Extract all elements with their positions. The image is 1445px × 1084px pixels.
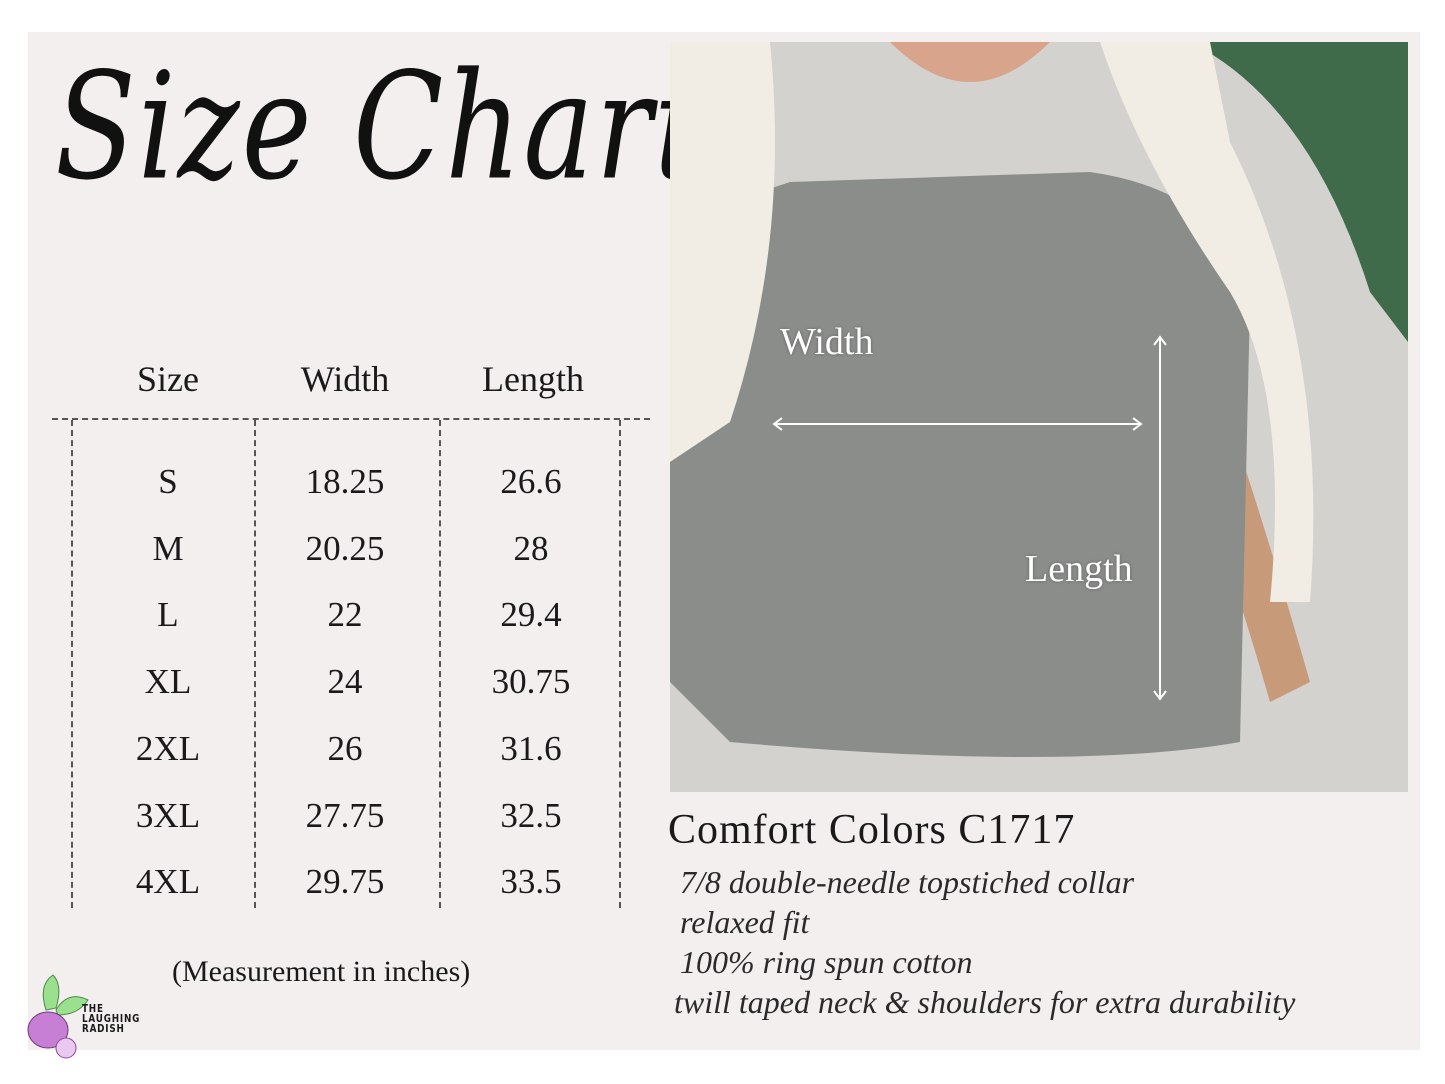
length-cell: 29.4 (500, 595, 562, 635)
header-divider (52, 418, 650, 420)
shirt (670, 172, 1250, 757)
radish-logo-icon (27, 974, 89, 1059)
width-cell: 27.75 (305, 795, 385, 835)
measurement-note: (Measurement in inches) (172, 955, 471, 988)
size-cell: 3XL (135, 795, 201, 835)
shirt-illustration (670, 42, 1408, 792)
logo-text: THE LAUGHING RADISH (82, 1002, 141, 1035)
column-divider (71, 420, 73, 908)
length-cell: 33.5 (500, 862, 562, 902)
size-cell: 4XL (135, 862, 201, 902)
column-divider (439, 420, 441, 908)
size-cell: XL (144, 662, 192, 702)
width-cell: 18.25 (305, 462, 385, 501)
hair (670, 42, 1314, 602)
width-cell: 26 (327, 728, 363, 768)
width-cell: 20.25 (305, 528, 385, 568)
size-cell: S (158, 462, 178, 501)
length-cell: 31.6 (500, 728, 562, 768)
width-label: Width (780, 321, 874, 363)
column-divider (619, 420, 621, 908)
length-label: Length (1025, 548, 1133, 590)
size-cell: 2XL (135, 728, 201, 768)
plant-leaves (1190, 42, 1408, 342)
page-title: Size Chart (55, 40, 704, 213)
feature-item: twill taped neck & shoulders for extra d… (674, 984, 1296, 1020)
model-photo: Width Length (670, 42, 1408, 792)
size-cell: M (152, 528, 184, 568)
column-divider (254, 420, 256, 908)
width-cell: 24 (327, 662, 363, 702)
feature-item: relaxed fit (680, 904, 810, 940)
product-name: Comfort Colors C1717 (668, 807, 1076, 853)
length-cell: 26.6 (500, 462, 562, 501)
width-cell: 22 (327, 595, 363, 635)
feature-item: 100% ring spun cotton (680, 944, 973, 980)
length-cell: 30.75 (491, 662, 571, 702)
size-cell: L (157, 595, 179, 635)
length-cell: 28 (513, 528, 549, 568)
header-width: Width (300, 359, 390, 399)
length-cell: 32.5 (500, 795, 562, 835)
feature-item: 7/8 double-needle topstiched collar (680, 864, 1135, 900)
width-cell: 29.75 (305, 862, 385, 902)
header-length: Length (482, 359, 584, 399)
header-size: Size (137, 359, 199, 399)
